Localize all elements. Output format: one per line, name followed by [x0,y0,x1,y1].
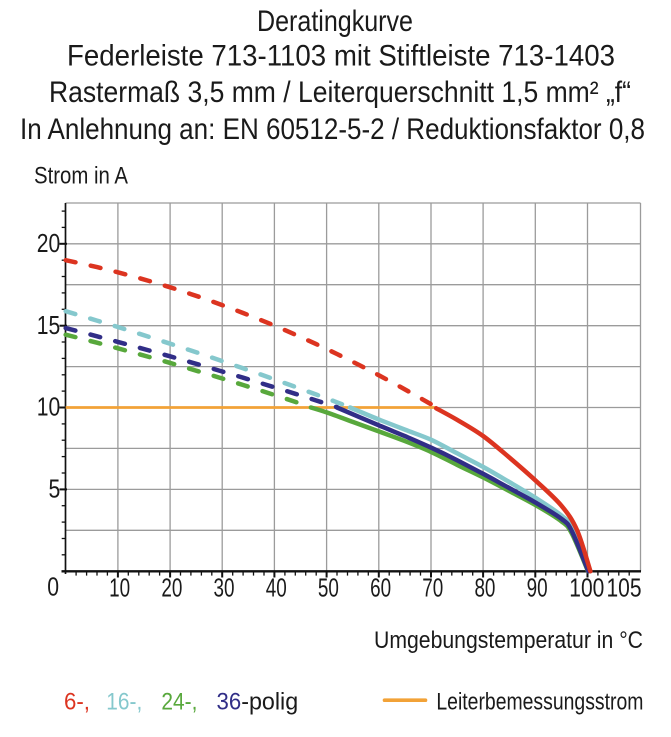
svg-text:Umgebungstemperatur in °C: Umgebungstemperatur in °C [374,627,643,654]
svg-text:16-,: 16-, [106,689,142,716]
svg-text:105: 105 [607,575,642,603]
svg-text:100: 100 [569,575,604,603]
svg-text:In Anlehnung an: EN 60512-5-2: In Anlehnung an: EN 60512-5-2 / Reduktio… [20,113,645,146]
svg-text:40: 40 [266,575,287,603]
svg-text:80: 80 [474,575,495,603]
svg-text:90: 90 [527,575,548,603]
svg-text:Strom in A: Strom in A [34,163,128,190]
svg-text:20: 20 [161,575,182,603]
svg-text:Rastermaß 3,5 mm / Leiterquers: Rastermaß 3,5 mm / Leiterquerschnitt 1,5… [49,76,631,109]
svg-text:Federleiste 713-1103 mit Stift: Federleiste 713-1103 mit Stiftleiste 713… [67,40,615,73]
svg-text:15: 15 [37,310,61,340]
svg-text:Leiterbemessungsstrom: Leiterbemessungsstrom [436,689,643,716]
svg-text:60: 60 [370,575,391,603]
svg-text:70: 70 [422,575,443,603]
svg-text:0: 0 [47,572,59,602]
svg-text:20: 20 [37,228,61,258]
svg-text:6-,: 6-, [64,689,90,716]
svg-text:10: 10 [109,575,130,603]
svg-text:Deratingkurve: Deratingkurve [257,5,413,38]
svg-text:50: 50 [318,575,339,603]
svg-text:24-,: 24-, [161,689,197,716]
svg-text:30: 30 [214,575,235,603]
svg-text:36: 36 [217,689,242,716]
svg-text:-polig: -polig [241,689,298,716]
svg-text:5: 5 [49,474,61,504]
svg-text:10: 10 [37,392,61,422]
